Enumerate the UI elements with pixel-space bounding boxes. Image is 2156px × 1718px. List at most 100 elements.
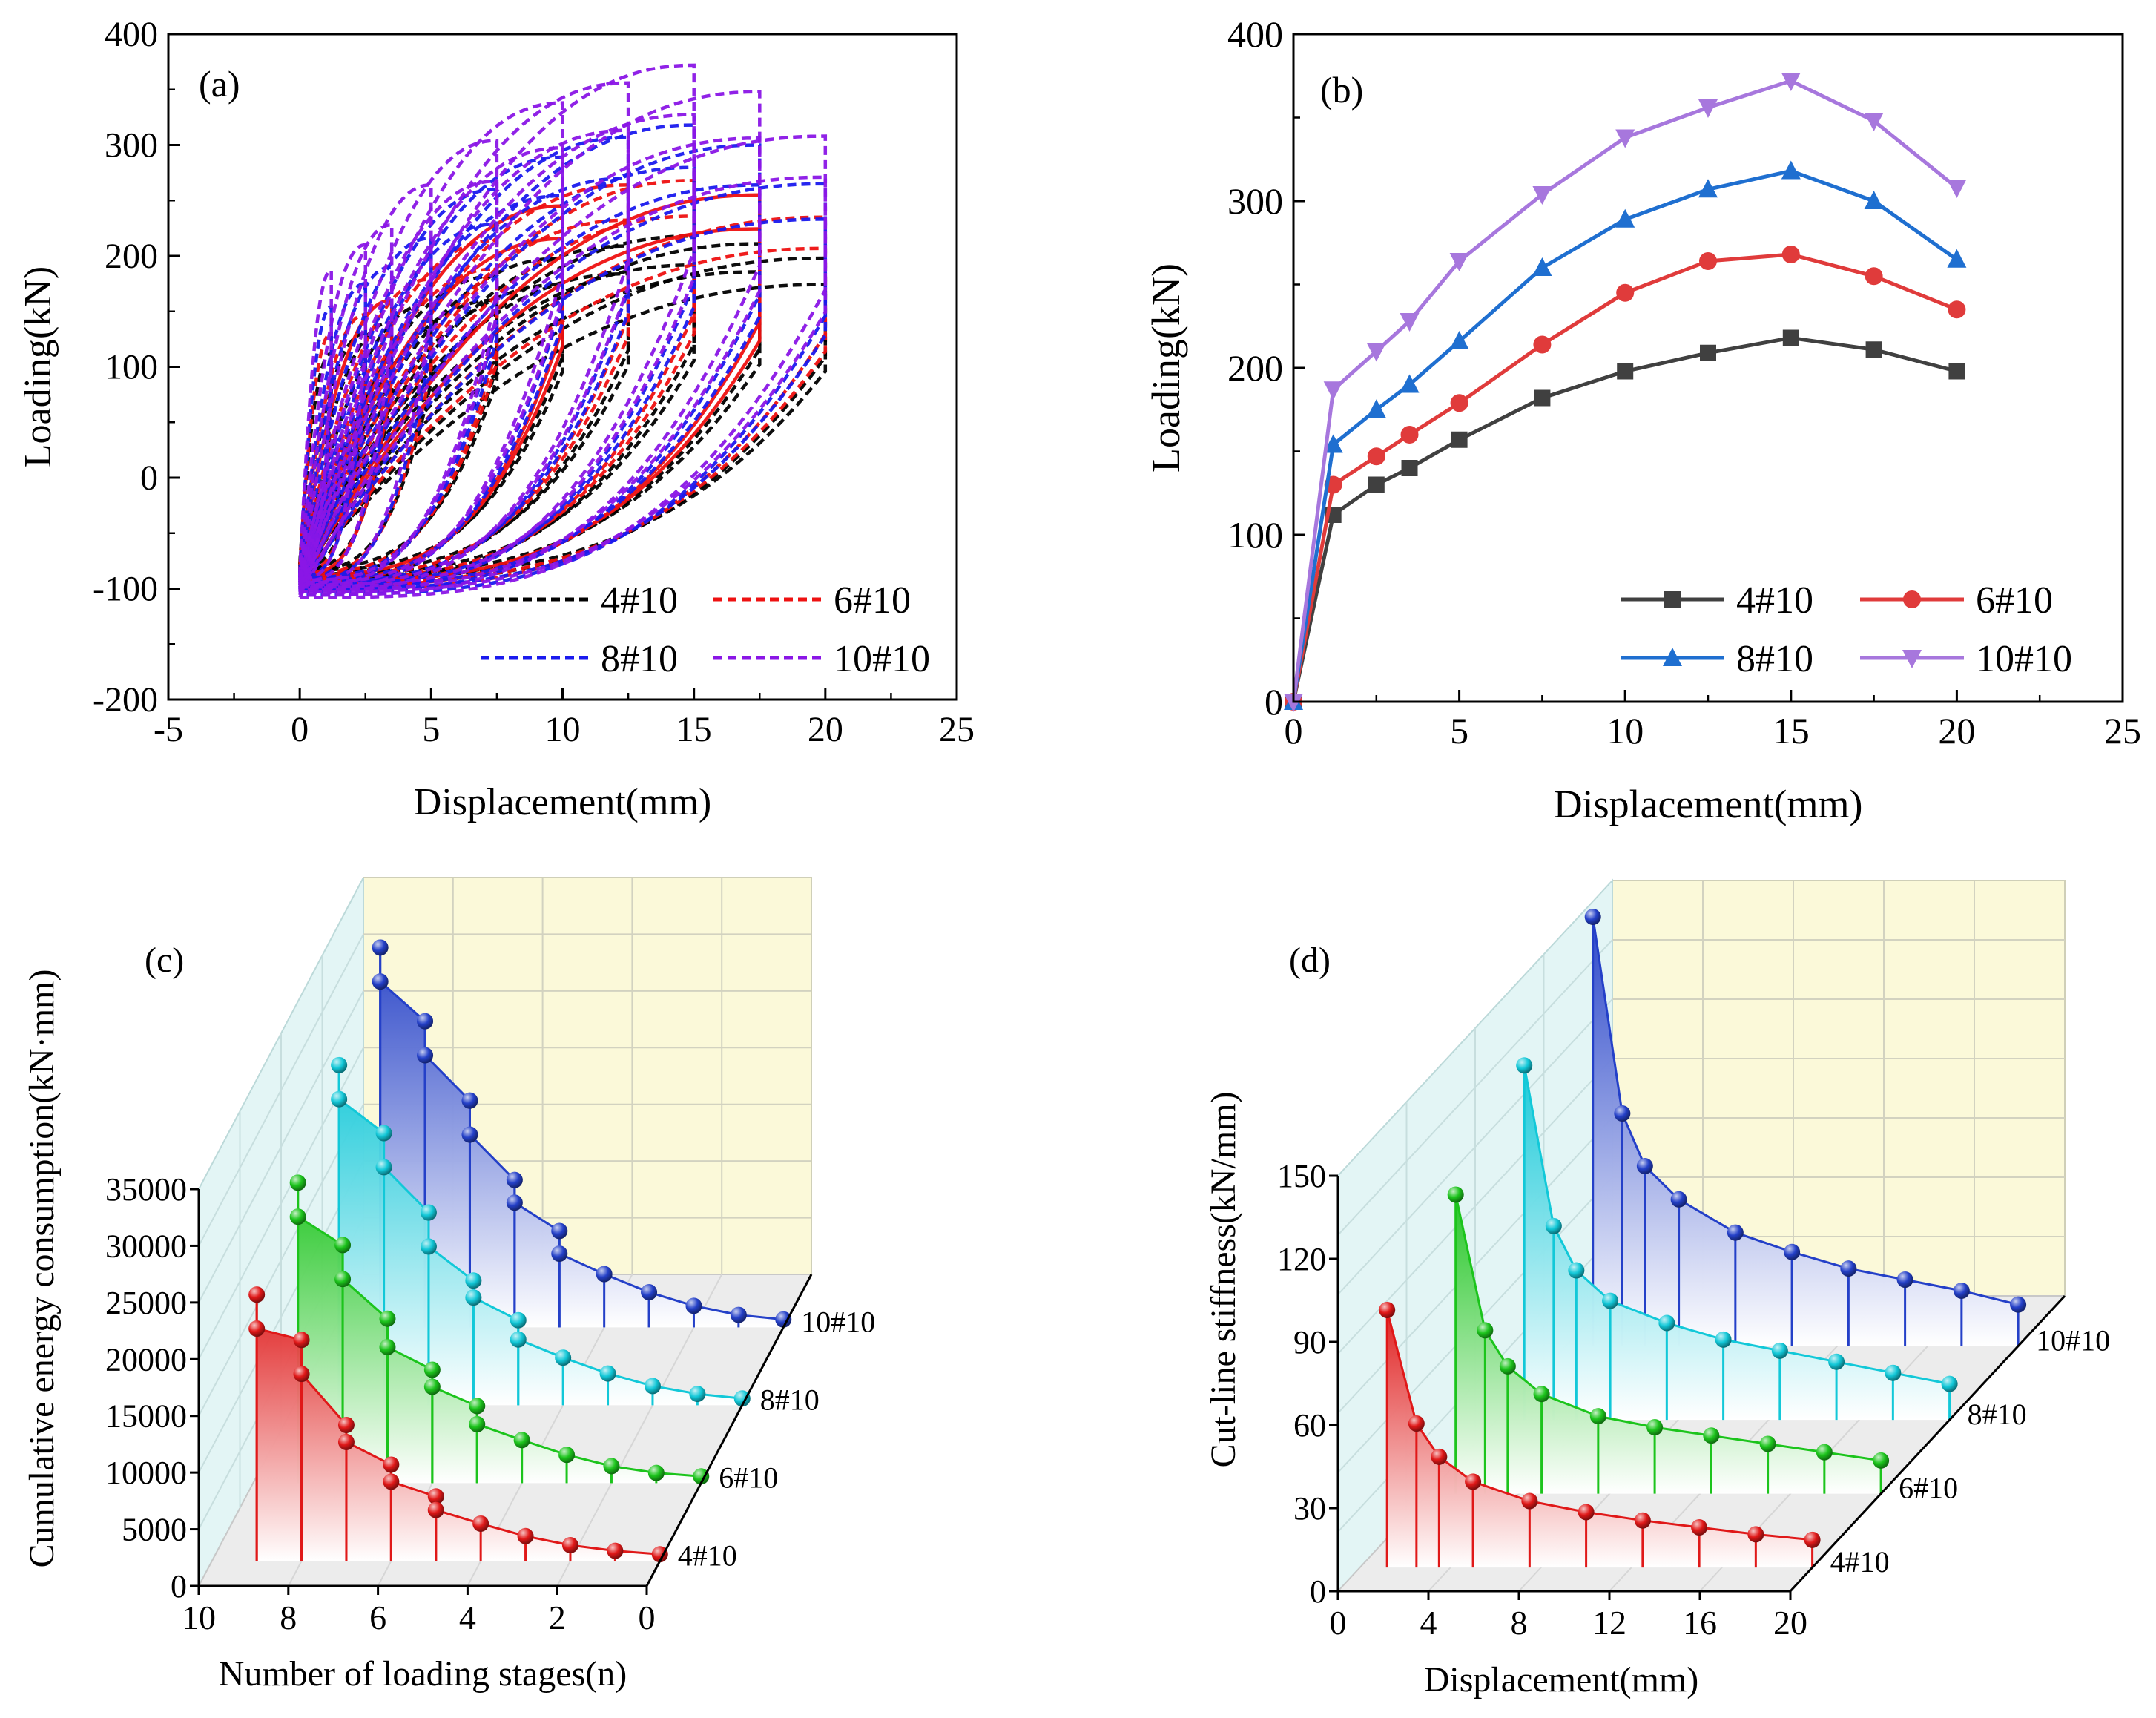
data-point (1532, 186, 1552, 205)
series-10-10 (372, 939, 792, 1328)
x-axis-title: Number of loading stages(n) (219, 1654, 627, 1694)
data-point (293, 1366, 310, 1383)
y-tick-label: 20000 (105, 1341, 187, 1378)
data-point (420, 1238, 437, 1255)
x-tick-label: 10 (1606, 710, 1644, 751)
hysteresis-loop (297, 320, 394, 570)
data-point (337, 1433, 355, 1450)
data-point (1828, 1353, 1845, 1370)
data-point (1589, 1408, 1606, 1425)
category-label: 10#10 (2036, 1324, 2110, 1357)
data-point (506, 1194, 523, 1211)
data-point (1366, 399, 1386, 418)
data-point (555, 1349, 572, 1366)
legend-label: 10#10 (1976, 638, 2072, 680)
data-point (517, 1527, 534, 1544)
legend-label: 8#10 (601, 638, 678, 680)
x-tick-label: 0 (291, 710, 309, 749)
data-point (558, 1447, 576, 1464)
data-point (1865, 267, 1883, 286)
y-tick-label: 0 (140, 458, 158, 498)
legend-label: 4#10 (601, 579, 678, 622)
data-point (372, 939, 389, 956)
data-point (1499, 1357, 1516, 1375)
data-point (1634, 1512, 1651, 1529)
data-point (293, 1332, 310, 1349)
category-label: 10#10 (801, 1305, 875, 1338)
data-point (1658, 1314, 1675, 1332)
data-point (1715, 1331, 1732, 1348)
data-point (1947, 180, 1967, 198)
data-point (1804, 1531, 1821, 1548)
data-point (775, 1311, 792, 1328)
data-point (1323, 434, 1343, 453)
x-tick-label: 5 (1450, 710, 1468, 751)
hysteresis-loop (297, 332, 368, 568)
series-10-10 (1584, 908, 2027, 1346)
x-tick-label: 2 (549, 1599, 566, 1636)
data-point (551, 1222, 568, 1240)
y-axis-title: Cumulative energy consumption(kN·mm) (22, 970, 62, 1568)
data-point (1953, 1282, 1970, 1299)
category-label: 4#10 (678, 1538, 737, 1572)
x-tick-label: -5 (154, 710, 183, 749)
series-area (297, 1182, 702, 1484)
legend-label: 8#10 (1736, 638, 1813, 680)
category-label: 6#10 (719, 1461, 778, 1494)
data-point (1617, 363, 1634, 380)
series-line (1592, 916, 2019, 1306)
data-point (1477, 1322, 1494, 1339)
y-tick-label: 300 (1227, 180, 1283, 222)
hysteresis-loop (298, 302, 433, 573)
data-point (1698, 179, 1718, 198)
data-point (685, 1297, 702, 1314)
data-point (1781, 160, 1801, 180)
data-point (647, 1464, 665, 1481)
x-tick-label: 15 (676, 710, 712, 749)
data-point (1840, 1260, 1857, 1277)
data-point (1533, 335, 1552, 354)
hysteresis-loop (298, 134, 828, 599)
y-tick-label: 150 (1277, 1158, 1326, 1194)
data-point (510, 1311, 527, 1329)
panel-c: 10#10 8#10 6#10 4#10 10 8 6 4 2 0 0 5000 10000 15000 2… (22, 877, 875, 1694)
y-tick-label: 0 (1265, 681, 1283, 723)
hysteresis-loop (298, 155, 564, 587)
hysteresis-loop (298, 63, 696, 595)
series-line (1523, 1065, 1950, 1386)
y-axis-title: Cut-line stiffness(kN/mm) (1204, 1091, 1243, 1467)
y-tick-label: 5000 (122, 1512, 187, 1548)
panel-d: 10#10 8#10 6#10 4#10 0 4 8 12 16 20 0 30 60 90 120 150 D… (1204, 878, 2110, 1699)
data-point (1323, 381, 1343, 401)
data-point (1533, 1386, 1550, 1403)
data-point (1948, 300, 1966, 319)
series-line (1385, 1309, 1813, 1541)
data-point (1781, 246, 1800, 263)
y-tick-label: 35000 (105, 1171, 187, 1208)
category-label: 4#10 (1830, 1545, 1890, 1579)
data-point (1400, 313, 1420, 332)
data-point (510, 1331, 527, 1348)
hysteresis-loop (297, 243, 368, 580)
data-point (1447, 1186, 1464, 1203)
data-point (1903, 590, 1921, 608)
data-point (644, 1378, 661, 1395)
x-tick-label: 0 (1330, 1604, 1347, 1642)
series-area (1387, 1309, 1813, 1568)
y-tick-label: 15000 (105, 1398, 187, 1435)
data-point (469, 1415, 486, 1432)
data-point (1367, 447, 1385, 466)
x-tick-label: 20 (1938, 710, 1975, 751)
series-10-10 (297, 63, 828, 599)
series-line (1454, 1194, 1882, 1462)
hysteresis-loop (298, 136, 762, 591)
data-point (1532, 257, 1552, 276)
y-tick-label: 300 (105, 126, 158, 165)
data-point (334, 1237, 352, 1254)
data-point (1784, 1243, 1801, 1260)
x-tick-label: 10 (182, 1599, 216, 1636)
data-point (383, 1473, 400, 1490)
data-point (375, 1125, 392, 1142)
y-tick-label: 60 (1293, 1407, 1326, 1444)
